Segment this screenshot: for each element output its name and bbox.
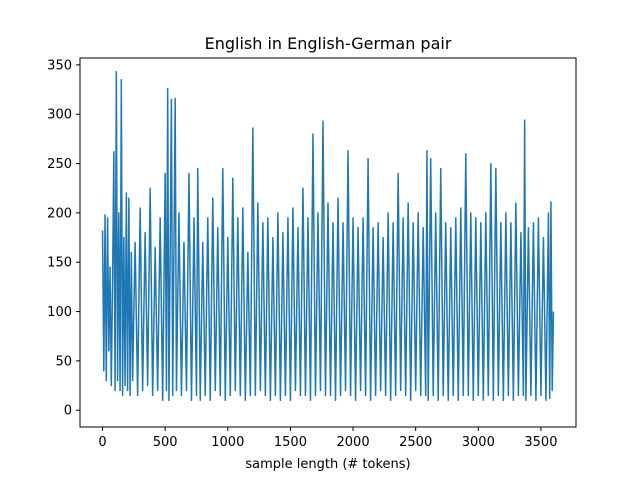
y-tick-label: 250 [47,157,72,172]
y-tick-label: 200 [47,206,72,221]
y-tick-label: 350 [47,58,72,73]
x-tick-label: 2500 [399,435,432,450]
y-tick-label: 150 [47,256,72,271]
series-line-0 [101,71,555,402]
y-tick-label: 50 [55,354,72,369]
chart-title: English in English-German pair [205,34,452,53]
y-axis: 0 50 100 150 200 250 300 350 [47,58,80,419]
x-axis: 0 500 1000 1500 2000 2500 3000 3500 [98,427,557,450]
x-tick-label: 0 [98,435,106,450]
y-tick-label: 100 [47,305,72,320]
x-tick-label: 500 [153,435,178,450]
x-tick-label: 1000 [211,435,244,450]
y-tick-label: 300 [47,108,72,123]
x-tick-label: 1500 [274,435,307,450]
plot-area [101,71,555,402]
x-tick-label: 3000 [462,435,495,450]
x-tick-label: 3500 [524,435,557,450]
y-tick-label: 0 [64,404,72,419]
x-tick-label: 2000 [337,435,370,450]
axes-frame [79,57,577,428]
x-axis-label: sample length (# tokens) [245,457,410,472]
series-layer [101,71,555,402]
